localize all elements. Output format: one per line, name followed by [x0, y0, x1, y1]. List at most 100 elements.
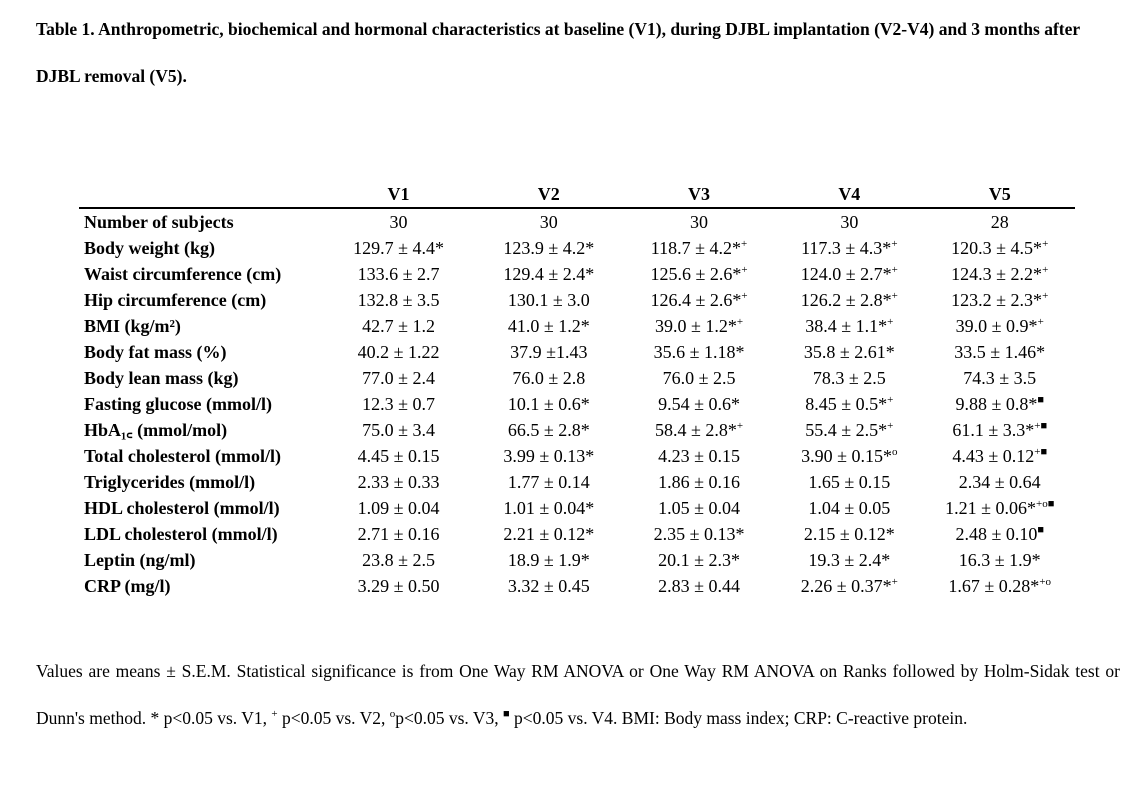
cell-value: 2.26 ± 0.37* [800, 575, 892, 596]
significance-mark: + [741, 263, 748, 276]
table-row: Leptin (ng/ml) 23.8 ± 2.5 18.9 ± 1.9* 20.1 … [79, 547, 1075, 573]
cell-value: 55.4 ± 2.5* [805, 419, 888, 440]
table-cell: 30 [774, 208, 924, 235]
table-cell: 2.71 ± 0.16 [323, 521, 473, 547]
cell-value: 129.4 ± 2.4* [503, 263, 595, 284]
cell-value: 30 [690, 211, 709, 232]
table-row: LDL cholesterol (mmol/l) 2.71 ± 0.16 2.21 … [79, 521, 1075, 547]
row-label: LDL cholesterol (mmol/l) [84, 523, 278, 544]
table-cell: 19.3 ± 2.4* [774, 547, 924, 573]
significance-mark: + [736, 419, 744, 432]
cell-value: 19.3 ± 2.4* [808, 549, 891, 570]
cell-value: 133.6 ± 2.7 [357, 263, 440, 284]
table-cell: 118.7 ± 4.2*+ [624, 235, 774, 261]
column-header-v4: V4 [838, 184, 861, 204]
table-cell: 30 [323, 208, 473, 235]
cell-value: 2.71 ± 0.16 [357, 523, 440, 544]
table-row: CRP (mg/l) 3.29 ± 0.50 3.32 ± 0.45 2.83 ± 0… [79, 573, 1075, 599]
significance-mark: + [1042, 263, 1049, 276]
table-cell: 125.6 ± 2.6*+ [624, 261, 774, 287]
row-label: Waist circumference (cm) [84, 263, 282, 284]
table-cell: 2.83 ± 0.44 [624, 573, 774, 599]
row-label: HbA₁꜀ (mmol/mol) [84, 420, 228, 440]
table-cell: 39.0 ± 1.2*+ [624, 313, 774, 339]
cell-value: 2.83 ± 0.44 [658, 575, 740, 596]
table-cell: 9.88 ± 0.8*■ [924, 391, 1075, 417]
cell-value: 124.3 ± 2.2* [951, 263, 1043, 284]
data-table: V1 V2 V3 V4 V5 Number of subjects 30 30 30 3… [79, 182, 1075, 599]
table-cell: 61.1 ± 3.3*+■ [924, 417, 1075, 443]
table-header-row: V1 V2 V3 V4 V5 [79, 182, 1075, 208]
table-cell: 1.67 ± 0.28*+o [924, 573, 1075, 599]
cell-value: 2.15 ± 0.12* [803, 523, 895, 544]
table-cell: 40.2 ± 1.22 [323, 339, 473, 365]
cell-value: 37.9 ±1.43 [510, 341, 588, 362]
cell-value: 3.99 ± 0.13* [503, 445, 595, 466]
table-cell: 77.0 ± 2.4 [323, 365, 473, 391]
table-cell: 37.9 ±1.43 [474, 339, 624, 365]
table-row: HDL cholesterol (mmol/l) 1.09 ± 0.04 1.01 … [79, 495, 1075, 521]
table-row: HbA₁꜀ (mmol/mol) 75.0 ± 3.4 66.5 ± 2.8* 58.… [79, 417, 1075, 443]
cell-value: 9.54 ± 0.6* [658, 393, 740, 414]
table-cell: 30 [474, 208, 624, 235]
table-cell: 117.3 ± 4.3*+ [774, 235, 924, 261]
table-cell: 2.21 ± 0.12* [474, 521, 624, 547]
row-label: Number of subjects [84, 211, 234, 232]
row-label: HDL cholesterol (mmol/l) [84, 497, 280, 518]
column-header-v3: V3 [688, 184, 711, 204]
cell-value: 39.0 ± 0.9* [955, 315, 1038, 336]
table-cell: 42.7 ± 1.2 [323, 313, 473, 339]
table-row: Body fat mass (%) 40.2 ± 1.22 37.9 ±1.43 35… [79, 339, 1075, 365]
significance-mark: + [891, 263, 898, 276]
cell-value: 2.35 ± 0.13* [653, 523, 745, 544]
table-cell: 41.0 ± 1.2* [474, 313, 624, 339]
column-header-v2: V2 [537, 184, 560, 204]
cell-value: 3.90 ± 0.15* [801, 445, 893, 466]
footnote-mark-square: ■ [502, 708, 510, 721]
significance-mark: + [741, 237, 748, 250]
table-cell: 1.21 ± 0.06*+o■ [924, 495, 1075, 521]
significance-mark: + [1037, 315, 1044, 328]
table-cell: 12.3 ± 0.7 [323, 391, 473, 417]
cell-value: 120.3 ± 4.5* [951, 237, 1043, 258]
table-cell: 76.0 ± 2.8 [474, 365, 624, 391]
cell-value: 20.1 ± 2.3* [658, 549, 740, 570]
table-cell: 130.1 ± 3.0 [474, 287, 624, 313]
significance-mark: o [892, 445, 898, 458]
cell-value: 3.32 ± 0.45 [507, 575, 590, 596]
table-row: Triglycerides (mmol/l) 2.33 ± 0.33 1.77 ± … [79, 469, 1075, 495]
cell-value: 129.7 ± 4.4* [353, 237, 444, 258]
table-cell: 2.33 ± 0.33 [323, 469, 473, 495]
cell-value: 28 [990, 211, 1009, 232]
table-cell: 30 [624, 208, 774, 235]
table-cell: 1.65 ± 0.15 [774, 469, 924, 495]
table-cell: 58.4 ± 2.8*+ [624, 417, 774, 443]
cell-value: 41.0 ± 1.2* [507, 315, 590, 336]
cell-value: 123.9 ± 4.2* [503, 237, 595, 258]
table-cell: 35.8 ± 2.61* [774, 339, 924, 365]
significance-mark: +o [1039, 575, 1052, 588]
cell-value: 1.65 ± 0.15 [808, 471, 891, 492]
table-cell: 124.3 ± 2.2*+ [924, 261, 1075, 287]
table-cell: 1.01 ± 0.04* [474, 495, 624, 521]
cell-value: 42.7 ± 1.2 [362, 315, 435, 336]
table-cell: 120.3 ± 4.5*+ [924, 235, 1075, 261]
cell-value: 4.45 ± 0.15 [357, 445, 440, 466]
table-cell: 3.90 ± 0.15*o [774, 443, 924, 469]
table-cell: 1.77 ± 0.14 [474, 469, 624, 495]
significance-mark: + [887, 315, 894, 328]
cell-value: 30 [840, 211, 859, 232]
table-cell: 2.26 ± 0.37*+ [774, 573, 924, 599]
significance-mark: ■ [1037, 523, 1044, 536]
cell-value: 130.1 ± 3.0 [507, 289, 590, 310]
row-label: Body fat mass (%) [84, 341, 227, 362]
significance-mark: + [891, 237, 898, 250]
row-label: Body weight (kg) [84, 237, 216, 258]
table-cell: 20.1 ± 2.3* [624, 547, 774, 573]
cell-value: 30 [389, 211, 408, 232]
significance-mark: + [891, 289, 898, 302]
table-cell: 3.29 ± 0.50 [323, 573, 473, 599]
table-row: BMI (kg/m²) 42.7 ± 1.2 41.0 ± 1.2* 39.0 ± 1… [79, 313, 1075, 339]
table-cell: 2.15 ± 0.12* [774, 521, 924, 547]
row-label: BMI (kg/m²) [84, 315, 181, 336]
